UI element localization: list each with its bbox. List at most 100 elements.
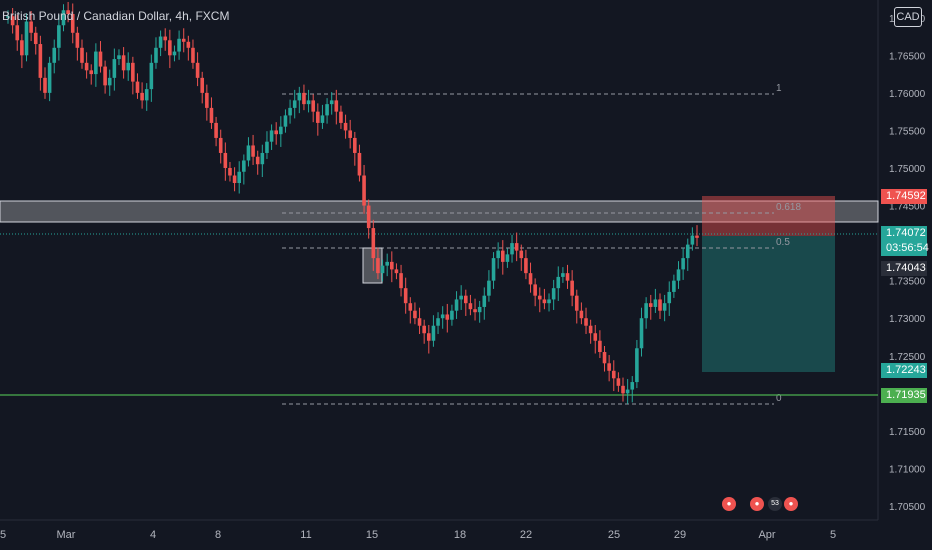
candle-body [524,258,528,274]
candle-body [329,100,334,105]
candle-body [316,111,320,123]
candle-body [380,265,385,274]
candle-body [237,171,242,184]
candle-body [477,306,482,313]
candle-body [547,299,551,304]
candle-body [625,389,630,394]
candle-body [561,273,565,277]
candle-body [496,250,500,259]
candle-body [500,250,505,262]
candle-body [510,243,514,255]
candle-body [662,303,667,311]
candle-body [537,295,542,300]
candle-body [376,258,380,274]
candle-body [265,141,269,153]
event-icon[interactable]: ● [722,497,736,511]
candle-body [533,284,537,296]
last-price-badge: 1.74072 [881,226,927,241]
candle-body [89,70,94,75]
target-price-badge: 1.72243 [881,363,927,378]
x-tick-label: 5 [0,529,6,541]
candle-body [279,126,283,135]
candle-body [149,62,154,90]
x-tick-label: 29 [674,529,686,541]
candle-body [584,318,588,326]
y-tick-label: 1.71500 [889,427,926,438]
candle-body [593,333,598,341]
candle-body [390,261,394,270]
candle-body [61,10,66,26]
candle-body [117,55,121,60]
stop-loss-zone [702,196,835,236]
candle-body [205,92,209,108]
candle-body [468,303,473,310]
candle-body [135,81,140,93]
candle-body [607,363,611,371]
resistance-zone [0,200,879,223]
event-icon[interactable]: ● [750,497,764,511]
candle-body [172,51,177,56]
candle-body [66,10,70,14]
x-tick-label: 5 [830,529,836,541]
candle-body [690,235,695,245]
candle-body [408,303,413,311]
candle-body [422,325,426,334]
event-count-icon[interactable]: 53 [768,497,782,511]
candle-body [482,295,487,307]
candle-body [667,291,672,304]
candle-body [542,299,547,304]
candle-body [163,36,168,41]
candle-body [588,325,593,334]
candle-body [616,378,621,386]
candle-body [399,273,403,289]
candle-body [311,100,315,112]
fib-level-label: 0.5 [776,237,790,248]
candle-body [519,250,524,259]
candle-body [47,62,52,93]
candle-body [445,314,450,320]
candle-body [15,25,20,41]
y-tick-label: 1.73000 [889,314,926,325]
candle-body [551,288,556,300]
candle-body [639,318,644,349]
currency-button[interactable]: CAD [894,7,922,27]
candle-body [459,295,463,300]
candle-body [52,47,57,63]
candle-body [38,44,43,78]
candle-body [630,382,635,390]
y-tick-label: 1.74500 [889,202,926,213]
candle-body [366,205,371,229]
candle-body [357,152,362,176]
candle-body [454,299,459,311]
candle-body [487,280,491,296]
x-tick-label: Mar [57,529,76,541]
candle-body [644,303,648,319]
y-tick-label: 1.75000 [889,164,926,175]
candle-body [6,16,10,18]
candle-body [672,280,676,292]
event-icon[interactable]: ● [784,497,798,511]
candle-body [24,21,29,56]
candle-body [565,273,570,281]
candle-body [473,309,477,313]
candle-body [228,167,232,176]
candle-body [181,38,186,42]
candle-body [325,104,329,116]
candle-body [339,111,343,123]
candle-body [191,47,195,63]
candle-body [112,59,117,78]
candle-body [306,100,311,105]
candle-body [177,38,181,52]
candle-body [103,66,107,86]
candle-body [371,228,376,259]
candle-body [29,21,33,33]
level-price-badge: 1.74043 [881,261,927,276]
y-tick-label: 1.76000 [889,89,926,100]
x-tick-label: 22 [520,529,532,541]
candle-body [602,352,607,364]
candle-body [70,14,75,33]
take-profit-zone [702,236,835,372]
candle-body [98,51,103,67]
candle-body [450,310,454,320]
